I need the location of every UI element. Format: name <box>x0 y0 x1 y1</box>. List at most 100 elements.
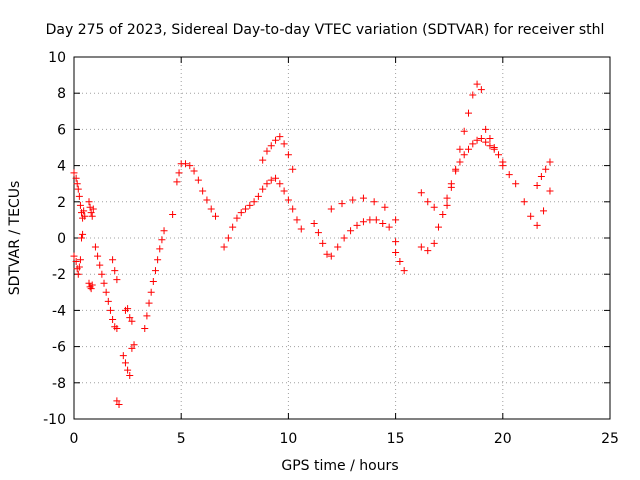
data-point <box>109 315 117 323</box>
data-point <box>400 267 408 275</box>
data-point <box>542 165 550 173</box>
data-point <box>469 91 477 99</box>
data-point <box>259 185 267 193</box>
series-arc-b <box>70 230 87 278</box>
data-point <box>175 169 183 177</box>
data-point <box>392 238 400 246</box>
data-point <box>128 344 136 352</box>
data-point <box>220 243 228 251</box>
data-point <box>199 187 207 195</box>
y-tick-label: 10 <box>48 50 66 66</box>
y-tick-label: 6 <box>57 122 66 138</box>
data-point <box>366 216 374 224</box>
data-point <box>293 216 301 224</box>
data-point <box>417 189 425 197</box>
data-point <box>263 180 271 188</box>
data-point <box>87 209 95 217</box>
data-point <box>477 86 485 94</box>
data-point <box>486 134 494 142</box>
series-arc-q <box>327 194 400 224</box>
data-point <box>89 205 97 213</box>
x-tick-label: 15 <box>387 431 405 447</box>
data-point <box>87 285 95 293</box>
data-point <box>546 187 554 195</box>
data-point <box>520 198 528 206</box>
data-point <box>143 312 151 320</box>
data-point <box>246 201 254 209</box>
data-point <box>94 252 102 260</box>
data-point <box>372 216 380 224</box>
data-point <box>439 210 447 218</box>
data-point <box>128 317 136 325</box>
data-point <box>75 263 83 271</box>
data-point <box>464 109 472 117</box>
data-point <box>173 178 181 186</box>
data-point <box>276 180 284 188</box>
data-point <box>443 194 451 202</box>
data-point <box>81 212 89 220</box>
data-point <box>96 261 104 269</box>
data-point <box>86 203 94 211</box>
data-point <box>91 243 99 251</box>
y-tick-label: 2 <box>57 195 66 211</box>
data-point <box>98 270 106 278</box>
data-point <box>124 305 132 313</box>
data-point <box>130 341 138 349</box>
data-point <box>113 397 121 405</box>
data-point <box>327 205 335 213</box>
data-point <box>473 80 481 88</box>
data-point <box>156 245 164 253</box>
data-point <box>482 138 490 146</box>
data-point <box>327 252 335 260</box>
series-arc-k <box>169 210 177 218</box>
y-tick-label: -10 <box>43 412 66 428</box>
data-point <box>233 214 241 222</box>
data-point <box>113 276 121 284</box>
y-tick-label: -2 <box>52 267 66 283</box>
data-point <box>443 201 451 209</box>
series-arc-w <box>533 158 554 190</box>
series-arc-h <box>119 341 138 380</box>
data-point <box>158 236 166 244</box>
data-point <box>147 288 155 296</box>
data-point <box>100 279 108 287</box>
data-point <box>124 366 132 374</box>
data-point <box>381 203 389 211</box>
data-point <box>254 192 262 200</box>
data-point <box>212 212 220 220</box>
data-point <box>111 267 119 275</box>
data-points <box>70 80 554 409</box>
data-point <box>289 205 297 213</box>
series-arc-j <box>141 227 168 332</box>
data-point <box>72 258 80 266</box>
data-point <box>119 352 127 360</box>
data-point <box>121 359 129 367</box>
data-point <box>76 256 84 264</box>
data-point <box>314 229 322 237</box>
data-point <box>460 127 468 135</box>
data-point <box>85 198 93 206</box>
data-point <box>267 176 275 184</box>
series-arc-m <box>220 174 305 251</box>
data-point <box>385 223 393 231</box>
data-point <box>533 182 541 190</box>
series-arc-n <box>259 133 297 173</box>
data-point <box>280 140 288 148</box>
data-point <box>104 297 112 305</box>
data-point <box>267 142 275 150</box>
data-point <box>151 267 159 275</box>
data-point <box>280 187 288 195</box>
x-tick-label: 10 <box>279 431 297 447</box>
data-point <box>272 174 280 182</box>
data-point <box>417 243 425 251</box>
series-arc-c <box>85 198 97 220</box>
data-point <box>456 145 464 153</box>
series-arc-a <box>70 169 89 222</box>
series-arc-l <box>173 160 220 220</box>
data-point <box>379 220 387 228</box>
data-point <box>70 252 78 260</box>
data-point <box>149 277 157 285</box>
data-point <box>272 136 280 144</box>
data-point <box>207 205 215 213</box>
